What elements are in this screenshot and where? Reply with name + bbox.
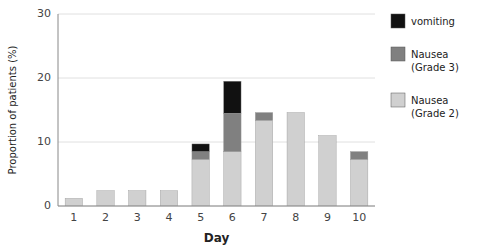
x-tick-label: 7 xyxy=(261,211,268,224)
bar-segment xyxy=(129,191,146,206)
legend-label: vomiting xyxy=(411,16,455,27)
legend-swatch xyxy=(391,93,405,107)
x-axis-line xyxy=(58,206,375,207)
x-tick-label: 8 xyxy=(292,211,299,224)
grid-line xyxy=(58,78,375,79)
bar-segment xyxy=(129,190,146,191)
bar-segment xyxy=(160,191,177,206)
bar-segment xyxy=(160,190,177,191)
x-tick-label: 3 xyxy=(134,211,141,224)
bar-segment xyxy=(350,152,367,160)
x-tick-label: 4 xyxy=(165,211,172,224)
legend-swatch xyxy=(391,47,405,61)
chart: 0 10 20 30 1 2 3 4 5 6 7 8 9 10 Day Proportion of patie… xyxy=(0,0,500,250)
grid-line xyxy=(58,206,375,207)
bar-segment xyxy=(192,144,209,152)
x-axis-label: Day xyxy=(204,231,230,245)
x-tick-label: 10 xyxy=(352,211,366,224)
legend-swatch xyxy=(391,14,405,28)
bar-segment xyxy=(255,112,272,113)
bar-segment xyxy=(65,198,82,206)
bar-segment xyxy=(255,113,272,121)
bars xyxy=(65,81,368,206)
y-tick-label: 10 xyxy=(37,135,51,148)
bar-segment xyxy=(192,159,209,206)
bar-segment xyxy=(97,190,114,191)
bar-segment xyxy=(287,112,304,113)
x-tick-label: 2 xyxy=(102,211,109,224)
grid-line xyxy=(58,14,375,15)
bar-segment xyxy=(129,190,146,191)
y-axis-line xyxy=(58,14,59,206)
legend-label: Nausea(Grade 2) xyxy=(411,95,459,119)
chart-container: 0 10 20 30 1 2 3 4 5 6 7 8 9 10 Day Proportion of patie… xyxy=(0,0,500,250)
bar-segment xyxy=(287,112,304,113)
y-tick-label: 30 xyxy=(37,7,51,20)
bar-segment xyxy=(65,198,82,199)
bar-segment xyxy=(224,81,241,113)
x-tick-label: 1 xyxy=(70,211,77,224)
bar-segment xyxy=(97,190,114,191)
bar-segment xyxy=(319,136,336,206)
bar-segment xyxy=(192,152,209,160)
bar-segment xyxy=(350,151,367,152)
x-tick-label: 5 xyxy=(197,211,204,224)
bar-segment xyxy=(224,152,241,206)
legend-label: Nausea(Grade 3) xyxy=(411,49,459,73)
bar-segment xyxy=(97,191,114,206)
bar-segment xyxy=(224,113,241,151)
y-axis-label: Proportion of patients (%) xyxy=(7,45,18,174)
x-tick-label: 6 xyxy=(229,211,236,224)
bar-segment xyxy=(319,135,336,136)
bar-segment xyxy=(287,113,304,206)
bar-segment xyxy=(160,190,177,191)
bar-segment xyxy=(319,135,336,136)
y-tick-label: 0 xyxy=(44,199,51,212)
legend: vomiting Nausea(Grade 3) Nausea(Grade 2) xyxy=(391,14,459,119)
grid xyxy=(58,14,375,206)
bar-segment xyxy=(350,159,367,206)
y-tick-label: 20 xyxy=(37,71,51,84)
bar-segment xyxy=(65,198,82,199)
bar-segment xyxy=(255,120,272,206)
x-tick-label: 9 xyxy=(324,211,331,224)
